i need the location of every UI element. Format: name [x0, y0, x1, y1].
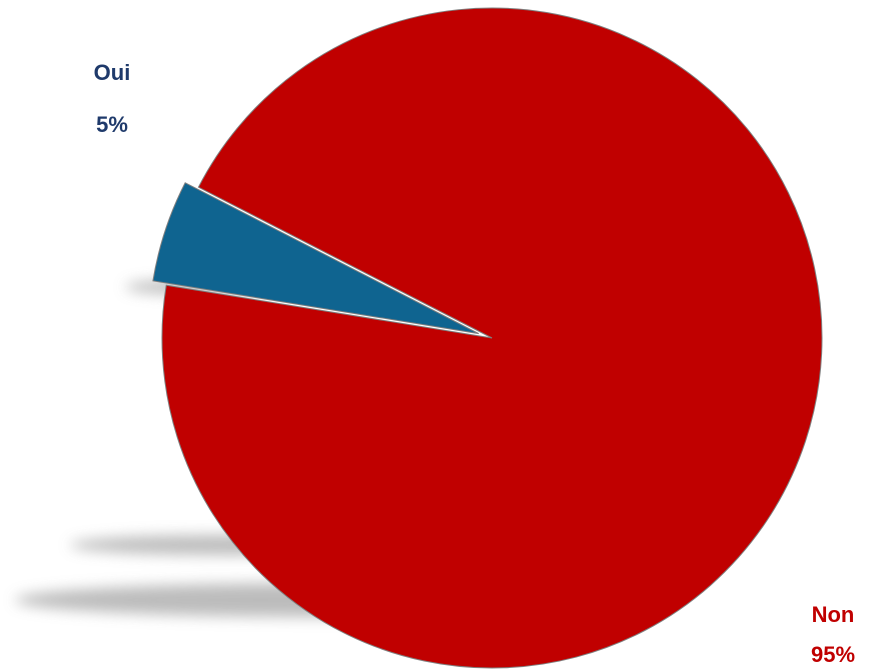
pie-slice-oui — [152, 182, 479, 335]
pie-slice-non — [161, 7, 823, 669]
slice-label-non-value: 95% — [811, 642, 855, 667]
pie-slices — [152, 7, 823, 669]
slice-label-oui-name: Oui — [94, 60, 131, 85]
slice-label-non: Non 95% — [811, 602, 855, 667]
slice-label-oui: Oui 5% — [94, 60, 131, 137]
slice-label-non-name: Non — [812, 602, 855, 627]
slice-label-oui-value: 5% — [96, 112, 128, 137]
